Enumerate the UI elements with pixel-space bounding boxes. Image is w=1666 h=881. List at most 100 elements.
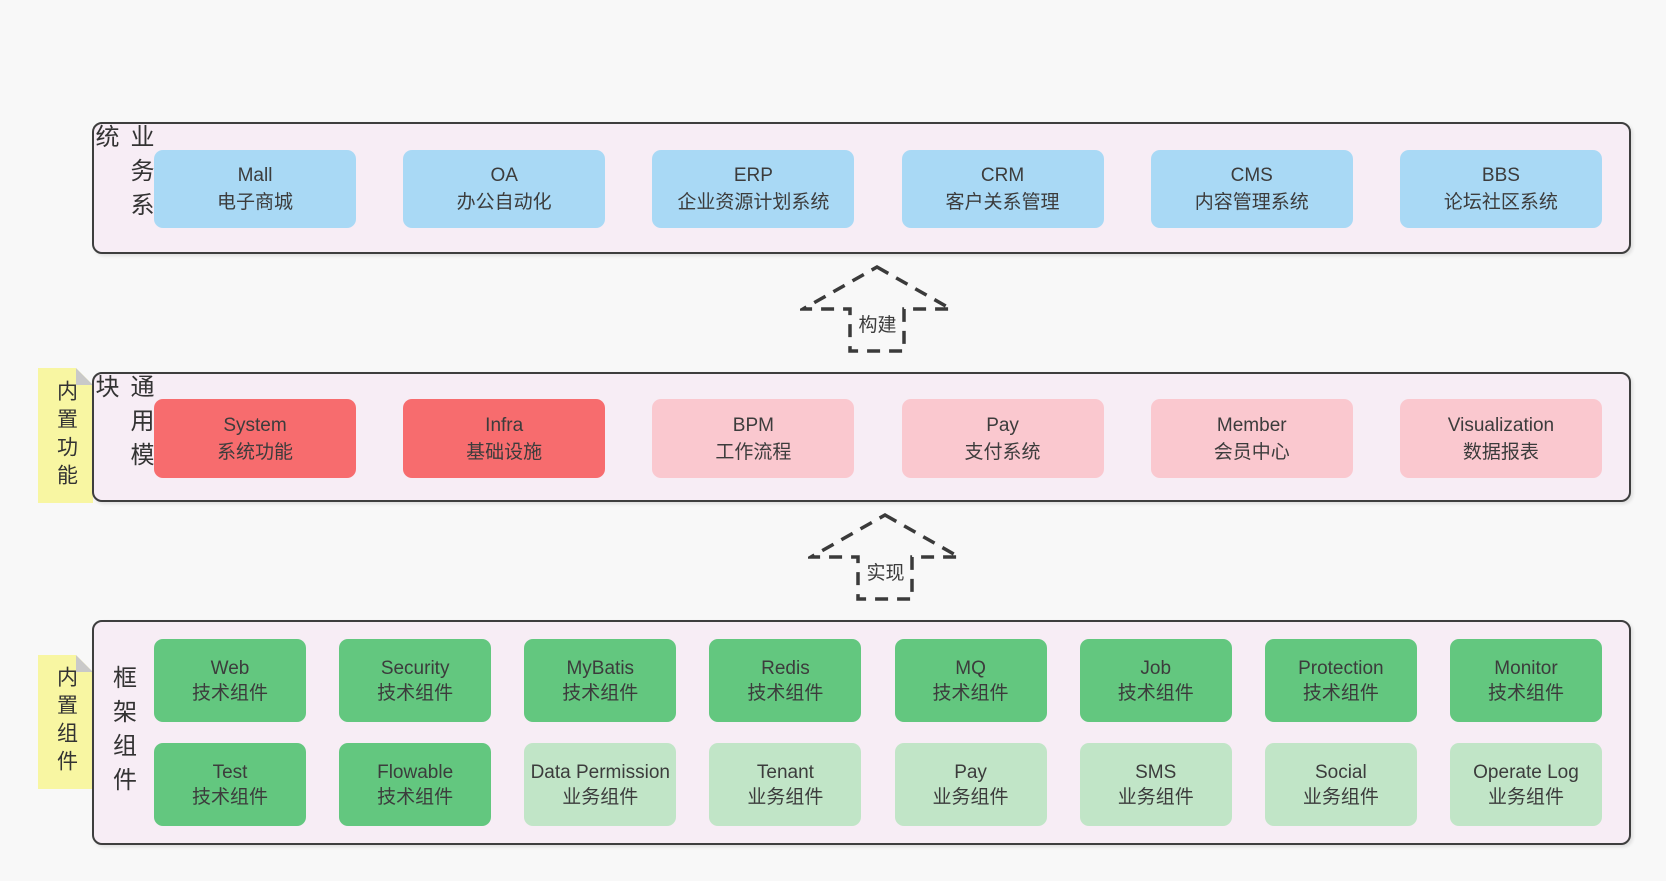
box-title: Tenant (756, 761, 814, 783)
box-title: CMS (1230, 165, 1273, 186)
box-monitor: Monitor 技术组件 (1449, 639, 1602, 722)
box-subtitle: 技术组件 (747, 682, 824, 704)
box-subtitle: 电子商城 (216, 192, 293, 213)
box-subtitle: 企业资源计划系统 (677, 192, 830, 213)
box-subtitle: 技术组件 (932, 682, 1009, 704)
box-bpm: BPM 工作流程 (652, 399, 855, 478)
box-title: Web (210, 657, 250, 679)
box-subtitle: 技术组件 (377, 786, 454, 808)
box-subtitle: 技术组件 (562, 682, 639, 704)
dashed-up-arrow-implement: 实现 (808, 511, 963, 603)
panel-common-modules: 通用模块 System 系统功能 Infra 基础设施 BPM 工作流程 Pay… (91, 372, 1631, 502)
box-infra: Infra 基础设施 (403, 399, 606, 478)
box-title: Operate Log (1473, 761, 1579, 783)
box-data-permission: Data Permission 业务组件 (524, 743, 677, 826)
box-test: Test 技术组件 (154, 743, 306, 826)
box-title: OA (490, 165, 518, 186)
box-subtitle: 技术组件 (191, 682, 268, 704)
box-flowable: Flowable 技术组件 (339, 743, 492, 826)
box-title: Flowable (377, 761, 454, 783)
box-sms: SMS 业务组件 (1079, 743, 1232, 826)
box-subtitle: 论坛社区系统 (1443, 192, 1558, 213)
box-crm: CRM 客户关系管理 (901, 150, 1104, 228)
box-title: Pay (986, 414, 1019, 436)
box-subtitle: 办公自动化 (456, 192, 552, 213)
sticky-label: 内置功能 (54, 379, 78, 492)
box-tenant: Tenant 业务组件 (709, 743, 862, 826)
panel-framework-components: 框架组件 Web 技术组件 Security 技术组件 MyBatis 技术组件… (92, 620, 1631, 845)
panel-label-vertical: 框架组件 (108, 664, 136, 801)
box-subtitle: 技术组件 (1487, 682, 1564, 704)
box-title: Infra (485, 414, 524, 436)
box-redis: Redis 技术组件 (709, 639, 862, 722)
box-title: MyBatis (566, 657, 635, 679)
panel-business-systems: 业务系统 Mall 电子商城 OA 办公自动化 ERP 企业资源计划系统 CRM… (91, 122, 1631, 254)
box-title: Mall (237, 165, 273, 186)
box-oa: OA 办公自动化 (403, 150, 606, 228)
box-title: Security (380, 657, 450, 679)
box-title: Test (212, 761, 248, 783)
box-subtitle: 业务组件 (562, 786, 639, 808)
box-subtitle: 业务组件 (747, 786, 824, 808)
panel-label-vertical: 业务系统 (91, 124, 153, 226)
box-mq: MQ 技术组件 (894, 639, 1047, 722)
box-subtitle: 会员中心 (1213, 441, 1290, 463)
box-row: System 系统功能 Infra 基础设施 BPM 工作流程 Pay 支付系统… (154, 399, 1602, 478)
arrow-label: 实现 (861, 557, 910, 586)
box-protection: Protection 技术组件 (1264, 639, 1417, 722)
up-arrow-icon (800, 264, 955, 353)
panel-label-vertical: 通用模块 (91, 374, 153, 476)
box-title: Member (1216, 414, 1287, 436)
box-mybatis: MyBatis 技术组件 (524, 639, 677, 722)
box-visualization: Visualization 数据报表 (1399, 399, 1602, 478)
sticky-note-built-in-features: 内置功能 (38, 368, 93, 503)
box-subtitle: 基础设施 (466, 441, 543, 463)
box-subtitle: 业务组件 (932, 786, 1009, 808)
box-pay-component: Pay 业务组件 (894, 743, 1047, 826)
box-subtitle: 数据报表 (1462, 441, 1539, 463)
up-arrow-icon (808, 512, 963, 601)
box-erp: ERP 企业资源计划系统 (652, 150, 855, 228)
sticky-note-built-in-components: 内置组件 (38, 655, 93, 789)
box-subtitle: 工作流程 (715, 441, 792, 463)
box-row-technical: Web 技术组件 Security 技术组件 MyBatis 技术组件 Redi… (154, 639, 1602, 722)
folded-corner (76, 655, 93, 672)
box-subtitle: 技术组件 (1302, 682, 1379, 704)
box-title: Data Permission (530, 761, 670, 783)
arrow-label: 构建 (853, 309, 902, 338)
dashed-up-arrow-build: 构建 (800, 263, 955, 355)
box-subtitle: 业务组件 (1302, 786, 1379, 808)
box-operate-log: Operate Log 业务组件 (1449, 743, 1602, 826)
box-job: Job 技术组件 (1079, 639, 1232, 722)
box-subtitle: 客户关系管理 (945, 192, 1060, 213)
box-row-business: Test 技术组件 Flowable 技术组件 Data Permission … (154, 743, 1602, 826)
box-member: Member 会员中心 (1150, 399, 1353, 478)
box-social: Social 业务组件 (1264, 743, 1417, 826)
box-subtitle: 技术组件 (191, 786, 268, 808)
box-subtitle: 内容管理系统 (1194, 192, 1309, 213)
box-subtitle: 技术组件 (377, 682, 454, 704)
box-title: Pay (954, 761, 987, 783)
box-title: Redis (761, 657, 810, 679)
box-security: Security 技术组件 (339, 639, 492, 722)
box-title: Job (1140, 657, 1172, 679)
box-pay-module: Pay 支付系统 (901, 399, 1104, 478)
box-subtitle: 系统功能 (216, 441, 293, 463)
box-title: CRM (980, 165, 1025, 186)
box-subtitle: 技术组件 (1117, 682, 1194, 704)
box-bbs: BBS 论坛社区系统 (1399, 150, 1602, 228)
box-subtitle: 支付系统 (964, 441, 1041, 463)
box-title: Protection (1298, 657, 1384, 679)
box-title: ERP (733, 165, 773, 186)
box-subtitle: 业务组件 (1487, 786, 1564, 808)
box-web: Web 技术组件 (154, 639, 306, 722)
box-title: Monitor (1494, 657, 1558, 679)
box-title: MQ (955, 657, 986, 679)
box-title: BPM (732, 414, 774, 436)
box-title: SMS (1135, 761, 1177, 783)
box-title: Social (1314, 761, 1367, 783)
box-subtitle: 业务组件 (1117, 786, 1194, 808)
box-title: BBS (1481, 165, 1520, 186)
box-row: Mall 电子商城 OA 办公自动化 ERP 企业资源计划系统 CRM 客户关系… (154, 150, 1602, 228)
